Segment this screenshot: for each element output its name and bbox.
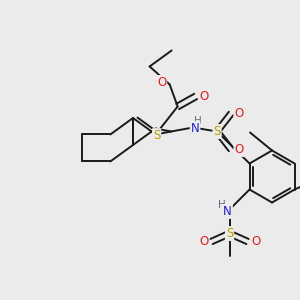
Text: H: H (218, 200, 225, 209)
Text: O: O (234, 143, 244, 156)
Text: O: O (251, 235, 260, 248)
Text: N: N (191, 122, 200, 135)
Text: S: S (153, 129, 160, 142)
Text: O: O (234, 107, 244, 120)
Text: S: S (213, 125, 221, 138)
Text: S: S (226, 227, 233, 240)
Text: O: O (199, 235, 208, 248)
Text: O: O (199, 90, 208, 103)
Text: O: O (157, 76, 166, 89)
Text: N: N (223, 205, 232, 218)
Text: H: H (194, 116, 202, 125)
